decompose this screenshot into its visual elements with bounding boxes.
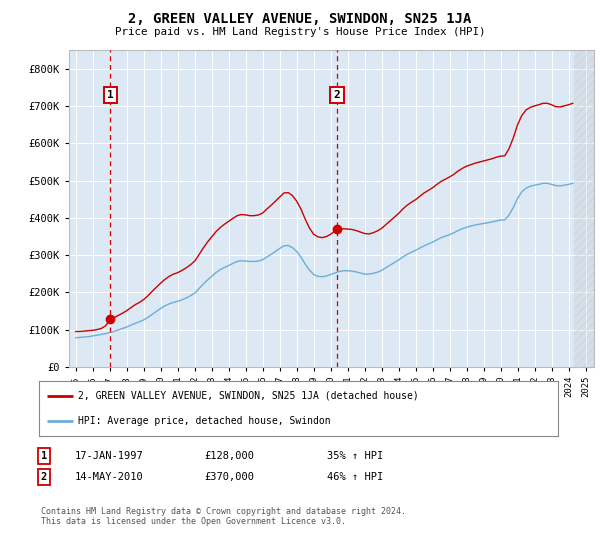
Text: 17-JAN-1997: 17-JAN-1997 <box>75 451 144 461</box>
Text: 46% ↑ HPI: 46% ↑ HPI <box>327 472 383 482</box>
Text: 2: 2 <box>334 90 340 100</box>
Text: 1: 1 <box>41 451 47 461</box>
Text: 35% ↑ HPI: 35% ↑ HPI <box>327 451 383 461</box>
Text: £370,000: £370,000 <box>204 472 254 482</box>
Text: Contains HM Land Registry data © Crown copyright and database right 2024.
This d: Contains HM Land Registry data © Crown c… <box>41 507 406 526</box>
Text: 1: 1 <box>107 90 114 100</box>
Bar <box>574 50 594 367</box>
Text: HPI: Average price, detached house, Swindon: HPI: Average price, detached house, Swin… <box>78 416 331 426</box>
Text: 2, GREEN VALLEY AVENUE, SWINDON, SN25 1JA (detached house): 2, GREEN VALLEY AVENUE, SWINDON, SN25 1J… <box>78 391 419 400</box>
Text: 2, GREEN VALLEY AVENUE, SWINDON, SN25 1JA: 2, GREEN VALLEY AVENUE, SWINDON, SN25 1J… <box>128 12 472 26</box>
Text: Price paid vs. HM Land Registry's House Price Index (HPI): Price paid vs. HM Land Registry's House … <box>115 27 485 37</box>
Text: 2: 2 <box>41 472 47 482</box>
Text: 14-MAY-2010: 14-MAY-2010 <box>75 472 144 482</box>
Text: £128,000: £128,000 <box>204 451 254 461</box>
